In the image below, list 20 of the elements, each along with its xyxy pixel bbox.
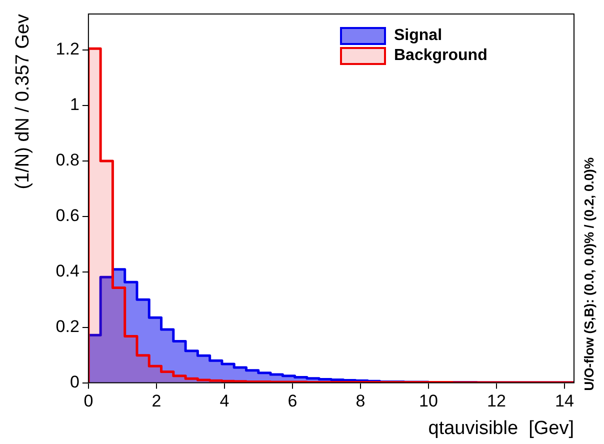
y-axis-title: (1/N) dN / 0.357 Gev <box>12 14 34 190</box>
x-tick-label: 14 <box>555 392 574 411</box>
x-tick-label: 0 <box>84 392 94 411</box>
x-tick-label: 8 <box>356 392 366 411</box>
y-tick-label: 0.6 <box>56 206 80 226</box>
legend-label: Background <box>394 47 488 65</box>
x-tick-label: 4 <box>220 392 230 411</box>
y-tick-label: 1.2 <box>56 40 80 59</box>
y-tick-label: 0.2 <box>56 317 80 336</box>
text: U/O-flow (S,B): (0.0, 0.0)% / (0.2, 0.0)% <box>582 157 597 391</box>
y-tick-label: 0.4 <box>56 262 80 281</box>
legend-label: Signal <box>394 27 442 45</box>
x-tick-label: 12 <box>487 392 506 411</box>
x-tick-label: 10 <box>419 392 438 411</box>
x-tick-label: 6 <box>288 392 298 411</box>
x-axis-title: qtauvisible [Gev] <box>428 418 574 439</box>
y-tick-label: 1 <box>70 95 80 114</box>
y-tick-label: 0 <box>70 372 80 392</box>
x-tick-label: 2 <box>152 392 162 411</box>
y-tick-label: 0.8 <box>56 150 80 170</box>
